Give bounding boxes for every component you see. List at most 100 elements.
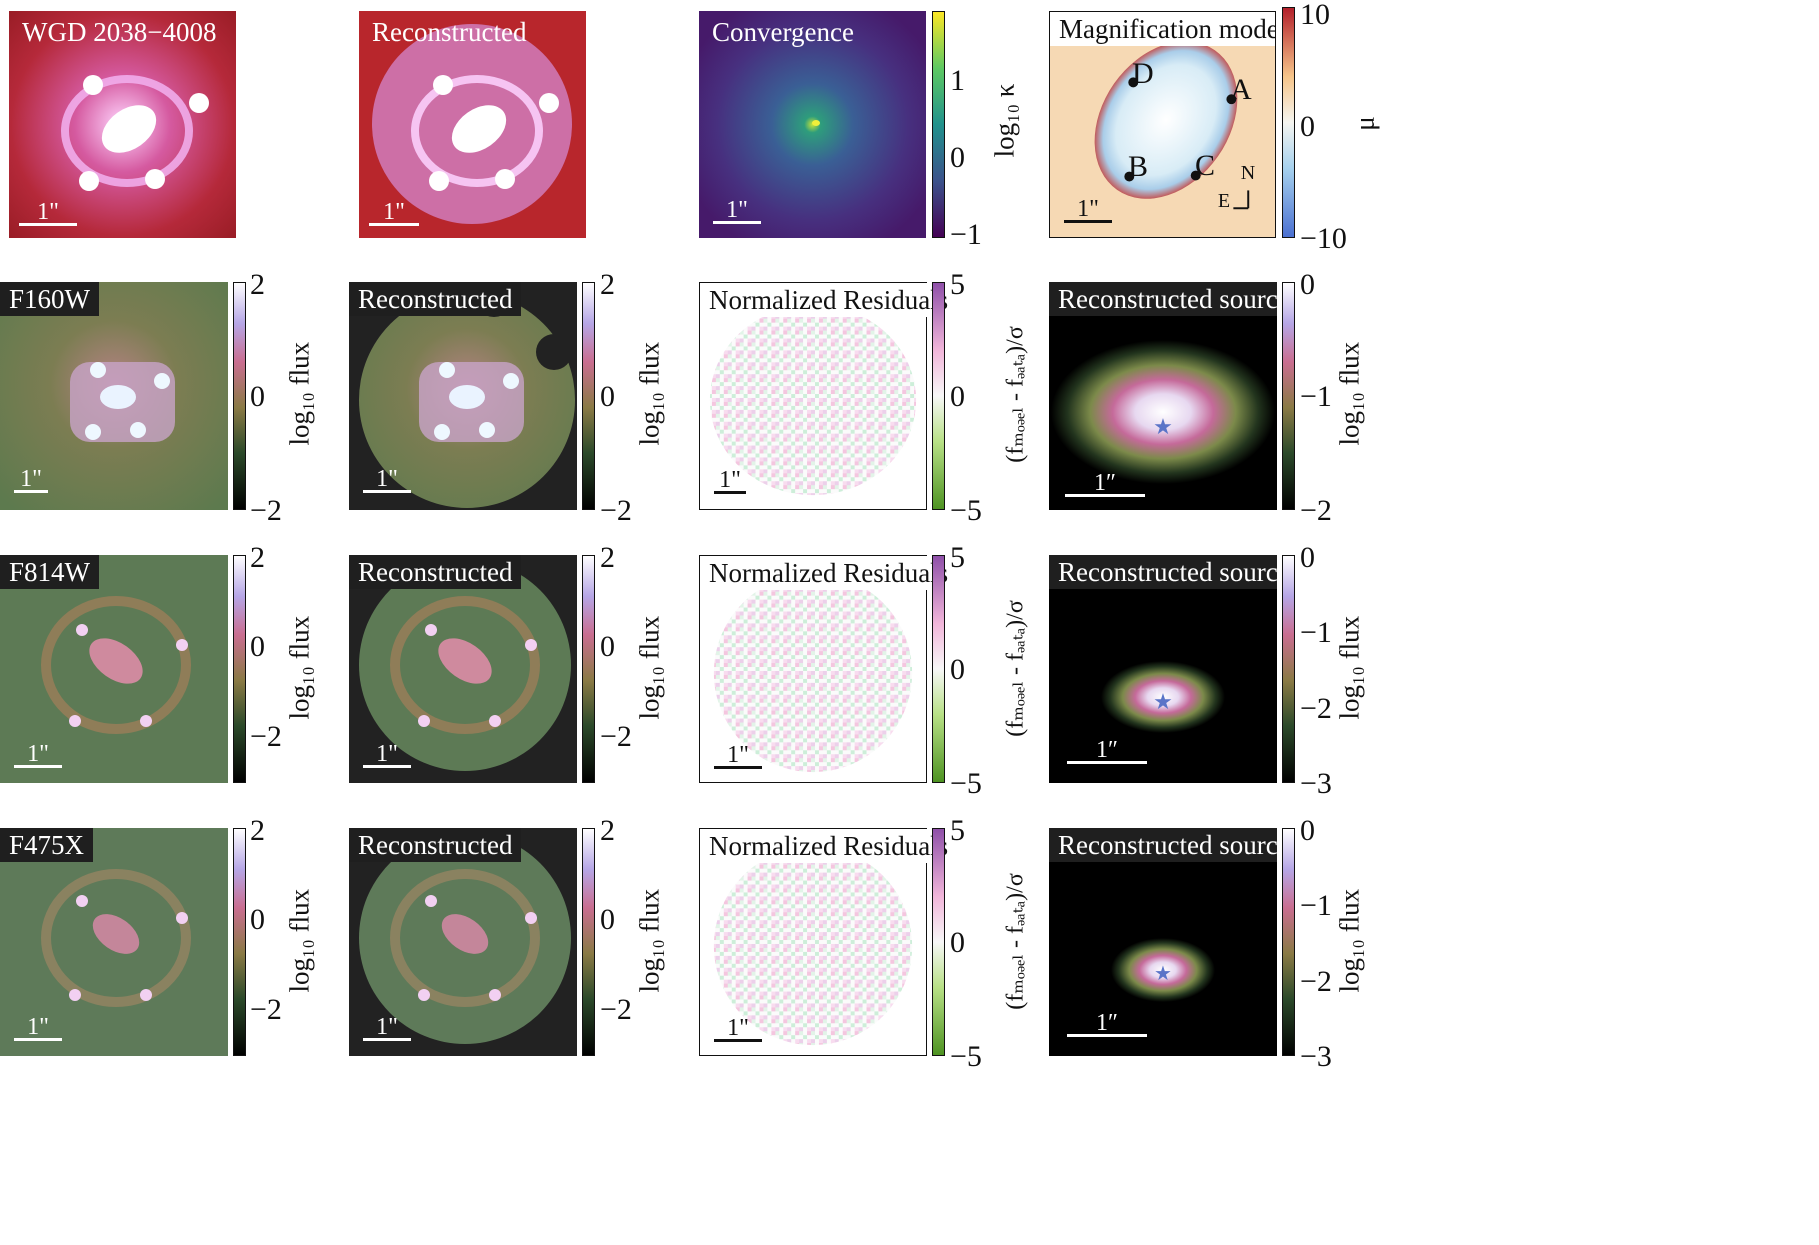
flux-tick: 2 (600, 814, 615, 847)
flux-tick: 0 (600, 380, 615, 413)
flux-tick: −2 (250, 993, 282, 1026)
scale-bar (1064, 220, 1112, 223)
panel-title: Magnification model (1050, 12, 1275, 46)
src-tick: 0 (1300, 814, 1315, 847)
src-tick: −2 (1300, 965, 1332, 998)
observed-panel-f160w: F160W 1" (0, 282, 228, 510)
reconstructed-panel-f160w: Reconstructed 1" (349, 282, 577, 510)
panel-title: Reconstructed (372, 17, 527, 47)
resid-colorbar-label: (fₘₒₔₑₗ - fₔₐₜₐ)/σ (1002, 600, 1029, 737)
reconstructed-panel-f475x: Reconstructed 1" (349, 828, 577, 1056)
scale-label: 1" (37, 199, 59, 225)
flux-colorbar (233, 555, 246, 783)
panel-title: Normalized Residuals (700, 829, 958, 863)
source-colorbar (1282, 282, 1295, 510)
svg-text:★: ★ (1153, 414, 1173, 439)
compass-east: E (1217, 190, 1231, 212)
source-colorbar (1282, 555, 1295, 783)
flux-colorbar (582, 282, 595, 510)
resid-tick: −5 (950, 767, 982, 800)
flux-tick: 2 (250, 814, 265, 847)
scale-bar (369, 223, 419, 226)
resid-tick: 0 (950, 380, 965, 413)
panel-title: Normalized Residuals (700, 556, 958, 590)
svg-text:★: ★ (1153, 689, 1173, 714)
src-tick: −1 (1300, 616, 1332, 649)
resid-colorbar-label: (fₘₒₔₑₗ - fₔₐₜₐ)/σ (1002, 873, 1029, 1010)
flux-tick: −2 (600, 720, 632, 753)
source-colorbar (1282, 828, 1295, 1056)
source-panel-f160w: ★ Reconstructed source 1″ (1049, 282, 1277, 510)
scale-label: 1" (376, 1014, 398, 1040)
resid-tick: 0 (950, 653, 965, 686)
flux-tick: 0 (250, 380, 265, 413)
svg-text:★: ★ (1154, 963, 1172, 985)
mag-tick: 10 (1300, 0, 1330, 31)
src-tick: 0 (1300, 268, 1315, 301)
scale-bar (1067, 1034, 1147, 1037)
scale-label: 1″ (1096, 1010, 1118, 1036)
conv-tick: 0 (950, 141, 965, 174)
resid-tick: 5 (950, 541, 965, 574)
scale-label: 1" (27, 1014, 49, 1040)
panel-title: Convergence (712, 17, 854, 47)
scale-label: 1" (719, 467, 741, 493)
scale-label: 1" (727, 742, 749, 768)
scale-bar (363, 490, 411, 493)
src-tick: −1 (1300, 380, 1332, 413)
band-label: F160W (0, 282, 99, 316)
flux-colorbar-label: log₁₀ flux (1334, 888, 1365, 993)
residuals-panel-f475x: Normalized Residuals 1" (699, 828, 958, 1056)
residual-colorbar (932, 555, 945, 783)
panel-title: Normalized Residuals (700, 283, 958, 317)
scale-label: 1" (27, 741, 49, 767)
src-tick: −2 (1300, 692, 1332, 725)
scale-label: 1" (727, 1015, 749, 1041)
scale-bar (363, 1038, 411, 1041)
flux-tick: −2 (600, 993, 632, 1026)
scale-bar (363, 765, 411, 768)
scale-bar (714, 1039, 762, 1042)
reconstructed-panel-f814w: Reconstructed 1" (349, 555, 577, 783)
residual-colorbar (932, 828, 945, 1056)
scale-label: 1″ (1096, 737, 1118, 763)
mag-tick: −10 (1300, 222, 1347, 255)
residual-colorbar (932, 282, 945, 510)
panel-title: Reconstructed source (1049, 555, 1277, 589)
scale-bar (14, 490, 48, 493)
scale-label: 1" (726, 197, 748, 223)
scale-bar (713, 221, 761, 224)
flux-colorbar-label: log₁₀ flux (634, 888, 665, 993)
observed-color-panel: WGD 2038−4008 1" (9, 11, 236, 238)
flux-colorbar-label: log₁₀ flux (284, 888, 315, 993)
convergence-colorbar (932, 11, 945, 238)
flux-colorbar-label: log₁₀ flux (284, 341, 315, 446)
src-tick: 0 (1300, 541, 1315, 574)
mag-tick: 0 (1300, 110, 1315, 143)
flux-colorbar (233, 828, 246, 1056)
flux-tick: 0 (250, 903, 265, 936)
scale-label: 1" (383, 199, 405, 225)
conv-tick: −1 (950, 218, 982, 251)
band-label: F814W (0, 555, 99, 589)
scale-label: 1" (20, 466, 42, 492)
scale-label: 1″ (1094, 470, 1116, 496)
scale-label: 1" (376, 741, 398, 767)
scale-bar (1067, 761, 1147, 764)
src-tick: −3 (1300, 767, 1332, 800)
resid-tick: 0 (950, 926, 965, 959)
flux-tick: 2 (250, 541, 265, 574)
resid-tick: −5 (950, 1040, 982, 1073)
src-tick: −1 (1300, 889, 1332, 922)
residuals-panel-f160w: Normalized Residuals 1" (699, 282, 958, 510)
scale-bar (714, 766, 762, 769)
panel-title: Reconstructed (349, 282, 522, 316)
conv-colorbar-label: log₁₀ κ (989, 83, 1020, 158)
image-label-B: B (1128, 150, 1149, 183)
image-label-A: A (1230, 73, 1252, 106)
band-label: F475X (0, 828, 94, 862)
reconstructed-color-panel: Reconstructed 1" (359, 11, 586, 238)
source-panel-f814w: ★ Reconstructed source 1″ (1049, 555, 1277, 783)
flux-tick: 2 (250, 268, 265, 301)
image-label-D: D (1132, 57, 1154, 90)
